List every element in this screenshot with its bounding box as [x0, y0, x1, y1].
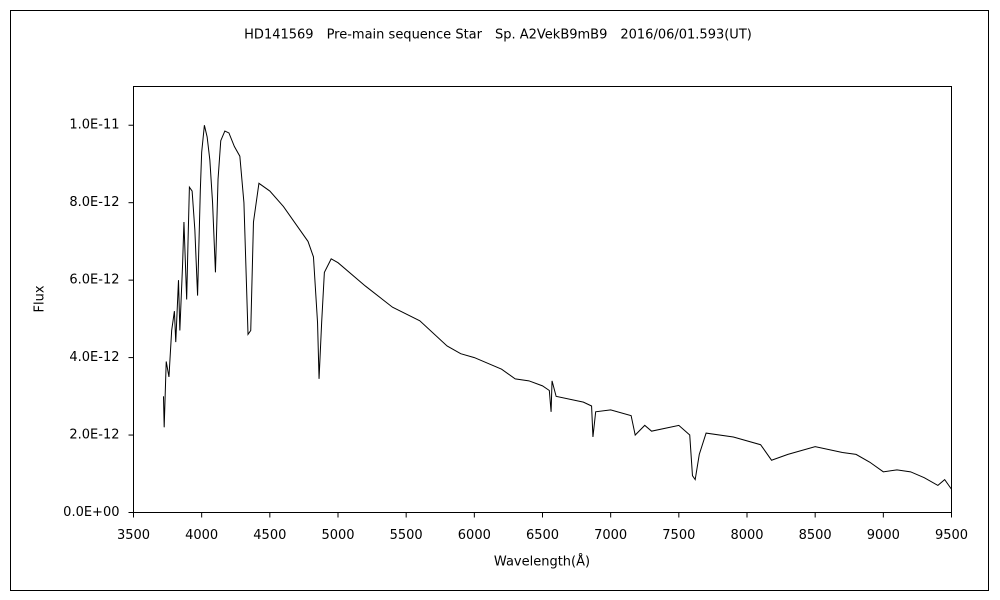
y-tick-label: 4.0E-12 — [69, 350, 119, 365]
x-tick-label: 9000 — [867, 528, 900, 543]
y-axis-label: Flux — [33, 285, 48, 312]
chart-title: HD141569 Pre-main sequence Star Sp. A2Ve… — [244, 28, 752, 43]
x-tick-label: 6000 — [458, 528, 491, 543]
y-tick-label: 8.0E-12 — [69, 195, 119, 210]
y-tick-label: 0.0E+00 — [63, 505, 119, 520]
y-tick-label: 6.0E-12 — [69, 273, 119, 288]
spectrum-line — [162, 125, 952, 490]
x-tick-label: 7000 — [594, 528, 627, 543]
x-tick-label: 6500 — [526, 528, 559, 543]
plot-area — [133, 86, 952, 513]
x-tick-label: 8000 — [730, 528, 763, 543]
x-tick-label: 8500 — [799, 528, 832, 543]
x-axis-label: Wavelength(Å) — [494, 554, 590, 570]
y-tick-label: 1.0E-11 — [69, 118, 119, 133]
x-tick-label: 5000 — [321, 528, 354, 543]
frame — [10, 10, 989, 591]
x-tick-label: 7500 — [662, 528, 695, 543]
y-tick-label: 2.0E-12 — [69, 428, 119, 443]
x-tick-label: 4500 — [253, 528, 286, 543]
x-tick-label: 9500 — [935, 528, 968, 543]
x-tick-label: 4000 — [185, 528, 218, 543]
x-tick-label: 3500 — [117, 528, 150, 543]
x-tick-label: 5500 — [390, 528, 423, 543]
